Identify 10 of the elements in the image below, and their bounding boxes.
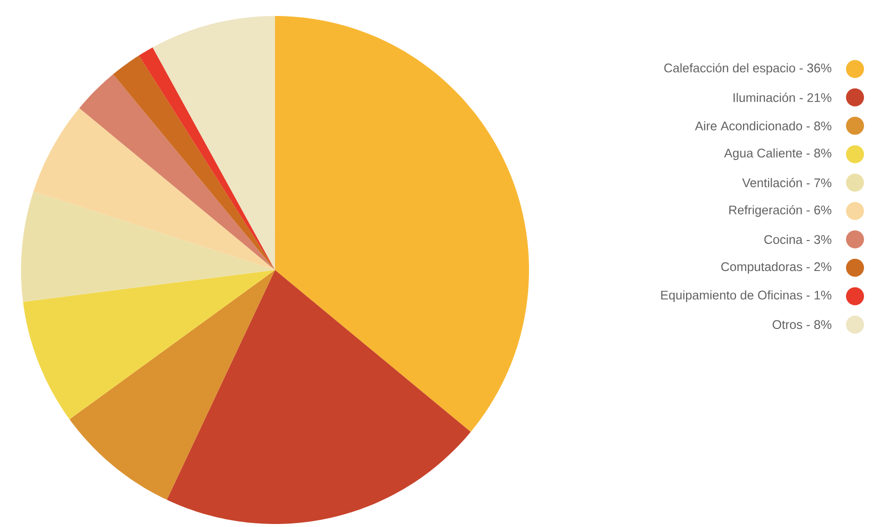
legend-label: Equipamiento de Oficinas - 1%	[661, 290, 832, 302]
legend-label: Otros - 8%	[772, 320, 832, 330]
legend-label: Ventilación - 7%	[742, 178, 832, 188]
legend-label: Computadoras - 2%	[721, 262, 832, 274]
legend-label: Iluminación - 21%	[734, 92, 832, 102]
legend-label: Cocina - 3%	[764, 234, 832, 244]
legend-label: Agua Caliente - 8%	[724, 148, 832, 160]
legend-label: Calefacción del espacio - 36%	[664, 63, 832, 75]
legend-label: Refrigeración - 6%	[729, 205, 832, 217]
legend-label: Aire Acondicionado - 8%	[694, 121, 832, 130]
